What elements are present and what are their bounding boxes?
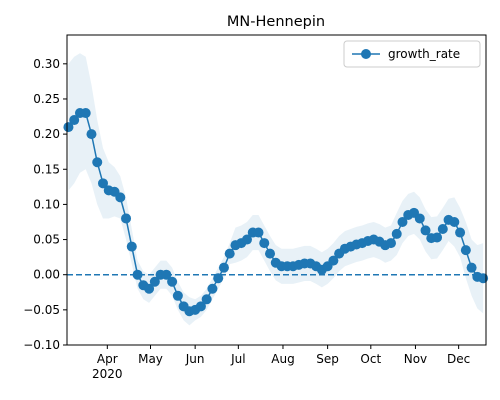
marker (265, 248, 276, 259)
marker (69, 115, 80, 126)
x-tick-label: May (138, 352, 163, 366)
y-tick-label: 0.05 (33, 233, 60, 247)
marker (241, 234, 252, 245)
y-tick-label: 0.25 (33, 92, 60, 106)
marker (80, 108, 91, 119)
marker (207, 283, 218, 294)
x-tick-label: Dec (447, 352, 470, 366)
marker (121, 213, 132, 224)
marker (218, 262, 229, 273)
marker (449, 216, 460, 227)
marker (92, 157, 103, 168)
x-tick-label: Oct (360, 352, 381, 366)
x-tick-label: Sep (316, 352, 339, 366)
x-tick-label: Apr 2020 (92, 352, 123, 381)
marker (167, 276, 178, 287)
marker (132, 269, 143, 280)
marker (253, 227, 264, 238)
y-tick-label: −0.05 (23, 303, 60, 317)
y-tick-label: 0.15 (33, 162, 60, 176)
marker (224, 248, 235, 259)
marker (149, 276, 160, 287)
x-tick-label: Aug (271, 352, 294, 366)
axes-frame (66, 34, 487, 346)
marker (391, 228, 402, 239)
marker (455, 227, 466, 238)
legend-box (343, 40, 481, 68)
marker (259, 238, 270, 249)
marker (414, 213, 425, 224)
marker (397, 216, 408, 227)
x-tick-label: Jun (185, 352, 205, 366)
marker (144, 283, 155, 294)
x-tick-label: Jul (230, 352, 245, 366)
marker (115, 192, 126, 203)
confidence-band (68, 53, 484, 326)
y-tick-label: −0.10 (23, 338, 60, 352)
x-tick-label: Nov (404, 352, 427, 366)
marker (126, 241, 137, 252)
marker (466, 262, 477, 273)
marker (213, 273, 224, 284)
marker (201, 294, 212, 305)
marker (460, 245, 471, 256)
y-tick-label: 0.30 (33, 57, 60, 71)
chart-title: MN-Hennepin (227, 14, 325, 30)
marker (385, 238, 396, 249)
marker (86, 129, 97, 140)
marker (195, 301, 206, 312)
marker (161, 269, 172, 280)
marker (420, 225, 431, 236)
legend-marker (361, 49, 371, 59)
y-tick-label: 0.20 (33, 127, 60, 141)
y-tick-label: 0.10 (33, 197, 60, 211)
marker (172, 290, 183, 301)
legend-label: growth_rate (388, 47, 460, 61)
marker (432, 232, 443, 243)
marker (63, 122, 74, 133)
marker (328, 255, 339, 266)
marker (97, 178, 108, 189)
y-tick-label: 0.00 (33, 268, 60, 282)
marker (478, 273, 489, 284)
marker (437, 224, 448, 235)
